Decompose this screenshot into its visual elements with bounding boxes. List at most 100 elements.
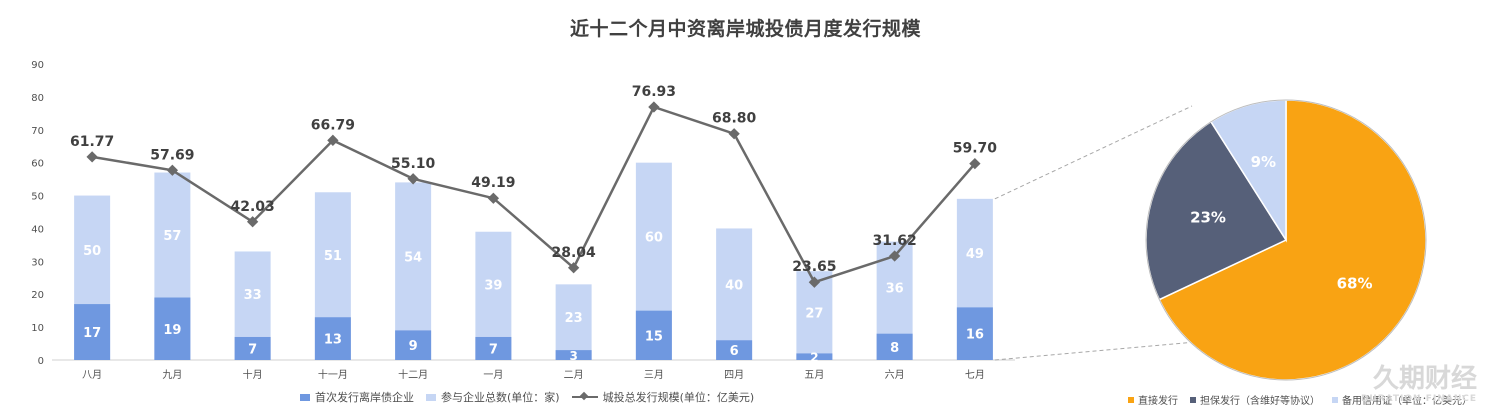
watermark-logo-text: 久期财经 (1372, 364, 1477, 394)
bar-label-first-issuers: 7 (489, 342, 498, 357)
pie-slice-label: 23% (1190, 208, 1226, 226)
line-data-label: 76.93 (632, 84, 676, 100)
bar-label-first-issuers: 13 (324, 333, 342, 348)
connector-line-bottom (994, 341, 1197, 361)
line-data-label: 61.77 (70, 134, 114, 150)
x-tick-label: 十一月 (318, 368, 348, 381)
bar-label-first-issuers: 16 (966, 328, 984, 343)
line-point-marker (728, 128, 740, 140)
pie-slice-label: 9% (1251, 153, 1276, 171)
line-data-label: 49.19 (471, 175, 515, 191)
legend-item-standby-lc: 备用信用证（单位：亿美元） (1332, 392, 1472, 407)
x-tick-label: 六月 (885, 369, 905, 381)
y-tick-label: 40 (31, 224, 44, 235)
connector-line-top (994, 105, 1193, 200)
x-tick-label: 七月 (965, 369, 985, 381)
bar-first-issuers (395, 330, 432, 360)
bar-label-total-companies: 33 (244, 288, 262, 303)
y-tick-label: 20 (31, 290, 44, 301)
x-tick-label: 九月 (162, 369, 182, 381)
line-point-marker (487, 192, 500, 204)
bar-total-companies (555, 284, 592, 360)
legend-item-total-companies: 参与企业总数(单位：家) (426, 389, 560, 405)
line-data-label: 66.79 (311, 117, 355, 133)
bar-label-first-issuers: 17 (83, 326, 101, 341)
bar-total-companies (716, 228, 753, 360)
y-tick-label: 90 (31, 60, 44, 71)
watermark: 久期财经 DURATION FINANCE (1361, 366, 1477, 404)
line-point-marker (648, 101, 660, 113)
y-tick-label: 30 (31, 257, 44, 268)
line-total-issuance (91, 105, 976, 284)
bar-label-first-issuers: 9 (409, 339, 418, 354)
pie-outline (1145, 99, 1427, 381)
pie-connector-lines (994, 105, 1197, 361)
bar-label-total-companies: 23 (565, 311, 583, 326)
line-data-label: 28.04 (551, 245, 596, 261)
pie-slice-label: 68% (1337, 275, 1373, 293)
bar-first-issuers (956, 307, 993, 360)
x-tick-label: 三月 (644, 369, 664, 381)
x-tick-label: 二月 (564, 369, 584, 381)
bar-first-issuers (314, 317, 351, 360)
legend-item-guaranteed: 担保发行（含维好等协议） (1190, 392, 1320, 407)
bar-label-first-issuers: 3 (569, 349, 577, 363)
y-tick-label: 80 (31, 93, 44, 104)
line-point-marker (327, 134, 339, 146)
x-tick-label: 四月 (724, 369, 744, 381)
x-tick-label: 八月 (82, 369, 102, 381)
bar-first-issuers (716, 340, 753, 360)
bar-label-total-companies: 40 (725, 278, 743, 293)
pie-chart: 68% 23% 9% (1145, 99, 1427, 381)
line-point-marker (246, 216, 259, 228)
line-data-label: 31.62 (872, 233, 916, 249)
y-tick-label: 60 (31, 159, 44, 170)
x-tick-label: 五月 (804, 369, 824, 381)
bar-chart-legend: 首次发行离岸债企业 参与企业总数(单位：家) 城投总发行规模(单位：亿美元) (300, 389, 766, 405)
bar-label-first-issuers: 2 (810, 351, 818, 365)
line-data-label: 42.03 (230, 199, 274, 215)
y-tick-label: 70 (31, 126, 44, 137)
bar-first-issuers (876, 333, 913, 360)
line-series: 61.77 57.69 42.03 66.79 55.10 49.19 28.04 76.93… (70, 84, 997, 288)
bar-label-first-issuers: 8 (890, 341, 899, 356)
legend-item-direct: 直接发行 (1128, 392, 1178, 407)
line-data-label: 59.70 (953, 141, 998, 157)
bar-label-first-issuers: 15 (645, 329, 663, 344)
bar-first-issuers (475, 336, 512, 360)
line-point-marker (969, 157, 981, 170)
bar-label-first-issuers: 6 (730, 344, 739, 359)
bar-label-total-companies: 60 (645, 231, 663, 246)
bar-chart-bars: 50 57 33 51 54 39 23 60 40 27 36 49 17 19 7 13 9 7 3 15 6 2 8 1… (74, 162, 993, 365)
line-point-marker (888, 250, 901, 262)
y-tick-label: 50 (31, 192, 44, 203)
bar-label-total-companies: 57 (163, 229, 181, 244)
legend-item-first-issuers: 首次发行离岸债企业 (300, 389, 414, 405)
chart-title: 近十二个月中资离岸城投债月度发行规模 (569, 18, 921, 40)
bar-label-total-companies: 27 (805, 306, 823, 321)
line-point-marker (567, 262, 580, 274)
bar-first-issuers (154, 297, 191, 360)
y-tick-label: 10 (31, 323, 44, 334)
bar-label-total-companies: 51 (324, 249, 342, 264)
line-point-marker (86, 151, 98, 163)
bar-label-total-companies: 50 (83, 244, 101, 259)
pie-chart-legend: 直接发行 担保发行（含维好等协议） 备用信用证（单位：亿美元） (1128, 392, 1484, 407)
bar-label-total-companies: 39 (484, 278, 502, 293)
line-data-label: 23.65 (792, 259, 836, 275)
line-data-label: 55.10 (391, 156, 436, 172)
line-data-label: 68.80 (712, 111, 757, 127)
x-tick-label: 十月 (243, 368, 263, 381)
bar-first-issuers (555, 350, 592, 360)
bar-label-total-companies: 54 (404, 250, 422, 265)
bar-first-issuers (74, 304, 111, 360)
bar-first-issuers (796, 353, 833, 360)
x-tick-label: 一月 (483, 369, 503, 381)
bar-label-first-issuers: 7 (248, 342, 257, 357)
bar-label-first-issuers: 19 (163, 323, 181, 338)
bar-label-total-companies: 36 (886, 282, 904, 297)
line-point-marker (407, 173, 419, 185)
bar-first-issuers (635, 310, 672, 360)
bar-chart-axes: 0 10 20 30 40 50 60 70 80 90 八月 九月 十月 十一月 十二月 一月 二月 三月 四月 五… (31, 60, 1015, 381)
